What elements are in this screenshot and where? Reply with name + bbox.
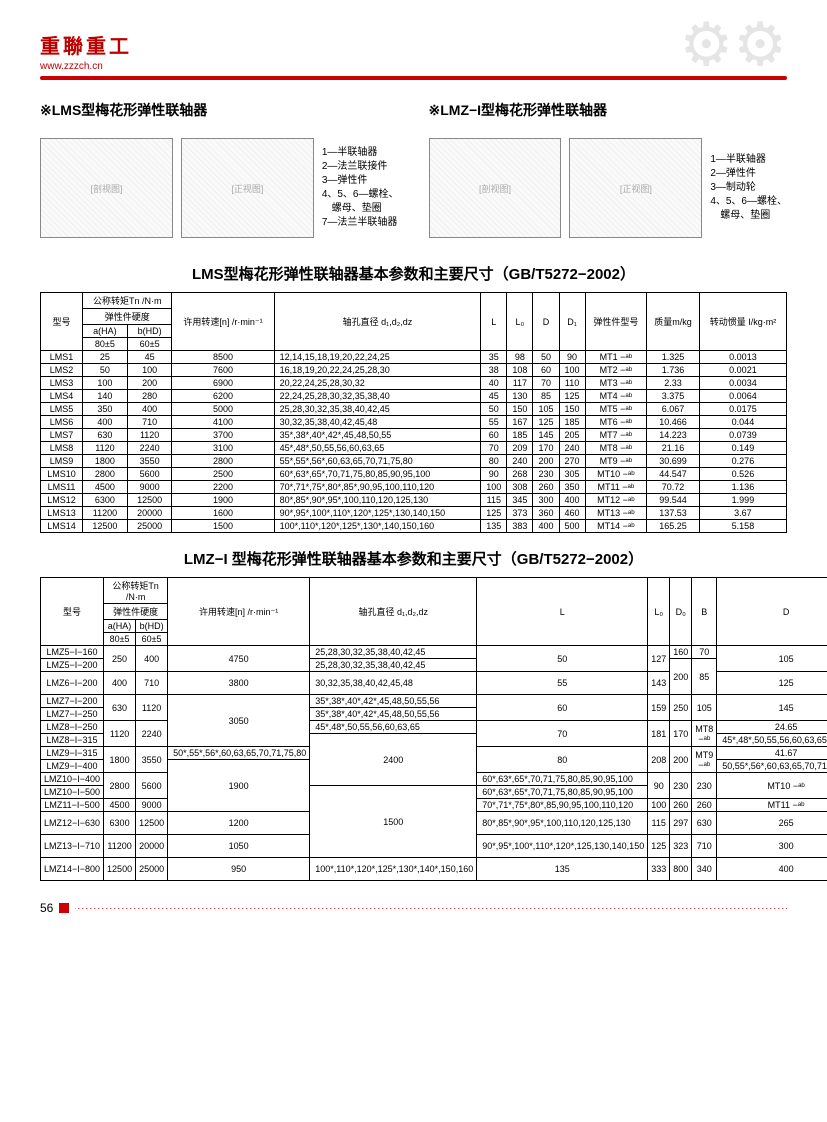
col-hardness: 弹性件硬度	[83, 309, 172, 325]
table-row: LMS1028005600250060*,63*,65*,70,71,75,80…	[41, 468, 787, 481]
col-speed: 许用转速[n] /r·min⁻¹	[172, 293, 274, 351]
col-L: L	[481, 293, 507, 351]
lmz-legend: 1—半联轴器2—弹性件3—制动轮4、5、6—螺栓、 螺母、垫圈	[710, 153, 787, 223]
table2-title: LMZ−I 型梅花形弹性联轴器基本参数和主要尺寸（GB/T5272−2002）	[40, 548, 787, 569]
table-row: LMZ14−I−8001250025000950100*,110*,120*,1…	[41, 858, 827, 881]
col-elastic: 弹性件型号	[585, 293, 647, 351]
page-number: 56	[40, 901, 53, 915]
lms-side-diagram: [剖视图]	[40, 138, 173, 238]
table-row: LMS5350400500025,28,30,32,35,38,40,42,45…	[41, 403, 787, 416]
col-bhd: b(HD)	[127, 325, 172, 338]
col2-bval: 60±5	[136, 633, 168, 646]
col2-speed: 许用转速[n] /r·min⁻¹	[168, 578, 310, 646]
section-left-title: ※LMS型梅花形弹性联轴器	[40, 100, 399, 120]
table-row: LMS250100760016,18,19,20,22,24,25,28,303…	[41, 364, 787, 377]
footer-dots	[75, 908, 787, 909]
col2-D0: D₀	[670, 578, 692, 646]
table-row: LMZ8−I−2501120224045*,48*,50,55,56,60,63…	[41, 721, 827, 734]
col-L0: L₀	[507, 293, 533, 351]
table-row: LMS6400710410030,32,35,38,40,42,45,48551…	[41, 416, 787, 429]
col-D1: D₁	[559, 293, 585, 351]
col-torque: 公称转矩Tn /N·m	[83, 293, 172, 309]
col2-bore: 轴孔直径 d₁,d₂,dz	[310, 578, 477, 646]
col-model: 型号	[41, 293, 83, 351]
col-aha: a(HA)	[83, 325, 128, 338]
lms-front-diagram: [正视图]	[181, 138, 314, 238]
col-bval: 60±5	[127, 338, 172, 351]
col2-bhd: b(HD)	[136, 620, 168, 633]
col2-aha: a(HA)	[104, 620, 136, 633]
col-mass: 质量m/kg	[647, 293, 700, 351]
table1-title: LMS型梅花形弹性联轴器基本参数和主要尺寸（GB/T5272−2002）	[40, 263, 787, 284]
section-right-title: ※LMZ−I型梅花形弹性联轴器	[429, 100, 788, 120]
brand-url: www.zzzch.cn	[40, 61, 132, 72]
table-row: LMS131120020000160090*,95*,100*,110*,120…	[41, 507, 787, 520]
table-row: LMZ5−I−160250400475025,28,30,32,35,38,40…	[41, 646, 827, 659]
table-row: LMS3100200690020,22,24,25,28,30,32401177…	[41, 377, 787, 390]
brand-logo: 重聯重工	[40, 30, 132, 59]
header-bar	[40, 76, 787, 80]
table-row: LMS12630012500190080*,85*,90*,95*,100,11…	[41, 494, 787, 507]
col2-model: 型号	[41, 578, 104, 646]
col2-aval: 80±5	[104, 633, 136, 646]
col-inertia: 转动惯量 I/kg·m²	[699, 293, 786, 351]
table-row: LMS76301120370035*,38*,40*,42*,45,48,50,…	[41, 429, 787, 442]
col2-L: L	[477, 578, 648, 646]
col2-L0: L₀	[648, 578, 670, 646]
col-D: D	[533, 293, 559, 351]
lmz-side-diagram: [剖视图]	[429, 138, 562, 238]
col-bore: 轴孔直径 d₁,d₂,dz	[274, 293, 481, 351]
lmz-front-diagram: [正视图]	[569, 138, 702, 238]
gears-decoration: ⚙⚙	[679, 10, 787, 80]
table2: 型号 公称转矩Tn /N·m 许用转速[n] /r·min⁻¹ 轴孔直径 d₁,…	[40, 577, 827, 881]
table-row: LMS811202240310045*,48*,50,55,56,60,63,6…	[41, 442, 787, 455]
col2-hardness: 弹性件硬度	[104, 604, 168, 620]
table-row: LMS918003550280055*,55*,56*,60,63,65,70,…	[41, 455, 787, 468]
col2-torque: 公称转矩Tn /N·m	[104, 578, 168, 604]
col2-D: D	[717, 578, 827, 646]
footer-marker	[59, 903, 69, 913]
table-row: LMZ7−I−2006301120305035*,38*,40*,42*,45,…	[41, 695, 827, 708]
col-aval: 80±5	[83, 338, 128, 351]
table-row: LMS12545850012,14,15,18,19,20,22,24,2535…	[41, 351, 787, 364]
table-row: LMS1412500250001500100*,110*,120*,125*,1…	[41, 520, 787, 533]
lms-legend: 1—半联轴器2—法兰联接件3—弹性件4、5、6—螺栓、 螺母、垫圈7—法兰半联轴…	[322, 146, 399, 230]
table-row: LMS4140280620022,24,25,28,30,32,35,38,40…	[41, 390, 787, 403]
col2-B: B	[692, 578, 717, 646]
table1: 型号 公称转矩Tn /N·m 许用转速[n] /r·min⁻¹ 轴孔直径 d₁,…	[40, 292, 787, 533]
table-row: LMS1145009000220070*,71*,75*,80*,85*,90,…	[41, 481, 787, 494]
